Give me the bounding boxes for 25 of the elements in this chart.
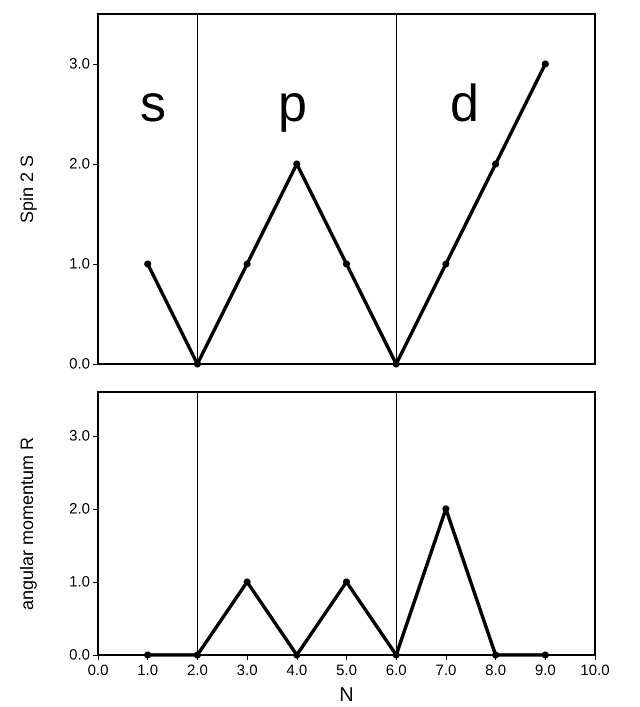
x-tick-label: 6.0 <box>386 662 407 679</box>
y-tick-label: 3.0 <box>69 427 90 444</box>
y-axis-title: angular momentum R <box>17 436 37 610</box>
y-tick-label: 2.0 <box>69 156 90 172</box>
x-tick-label: 2.0 <box>186 662 208 679</box>
x-tick-label: 10.0 <box>580 662 610 679</box>
y-tick-label: 3.0 <box>69 56 90 72</box>
x-tick-label: 1.0 <box>137 662 158 679</box>
x-tick-label: 4.0 <box>286 662 308 679</box>
x-axis-title: N <box>339 684 354 706</box>
x-tick-label: 5.0 <box>336 662 357 679</box>
x-tick-label: 8.0 <box>485 662 506 679</box>
y-tick-label: 0.0 <box>69 356 90 372</box>
y-tick-label: 0.0 <box>69 646 90 664</box>
x-tick-label: 0.0 <box>88 662 108 679</box>
annotation: s <box>140 75 166 133</box>
y-tick-label: 2.0 <box>69 500 90 518</box>
x-tick-label: 7.0 <box>435 662 456 679</box>
annotation: p <box>278 75 307 133</box>
x-tick-label: 9.0 <box>534 662 556 679</box>
y-tick-label: 1.0 <box>69 573 90 590</box>
x-tick-label: 3.0 <box>236 662 258 679</box>
annotation: d <box>450 75 479 133</box>
y-tick-label: 1.0 <box>69 256 90 272</box>
y-axis-title: Spin 2 S <box>17 154 37 224</box>
